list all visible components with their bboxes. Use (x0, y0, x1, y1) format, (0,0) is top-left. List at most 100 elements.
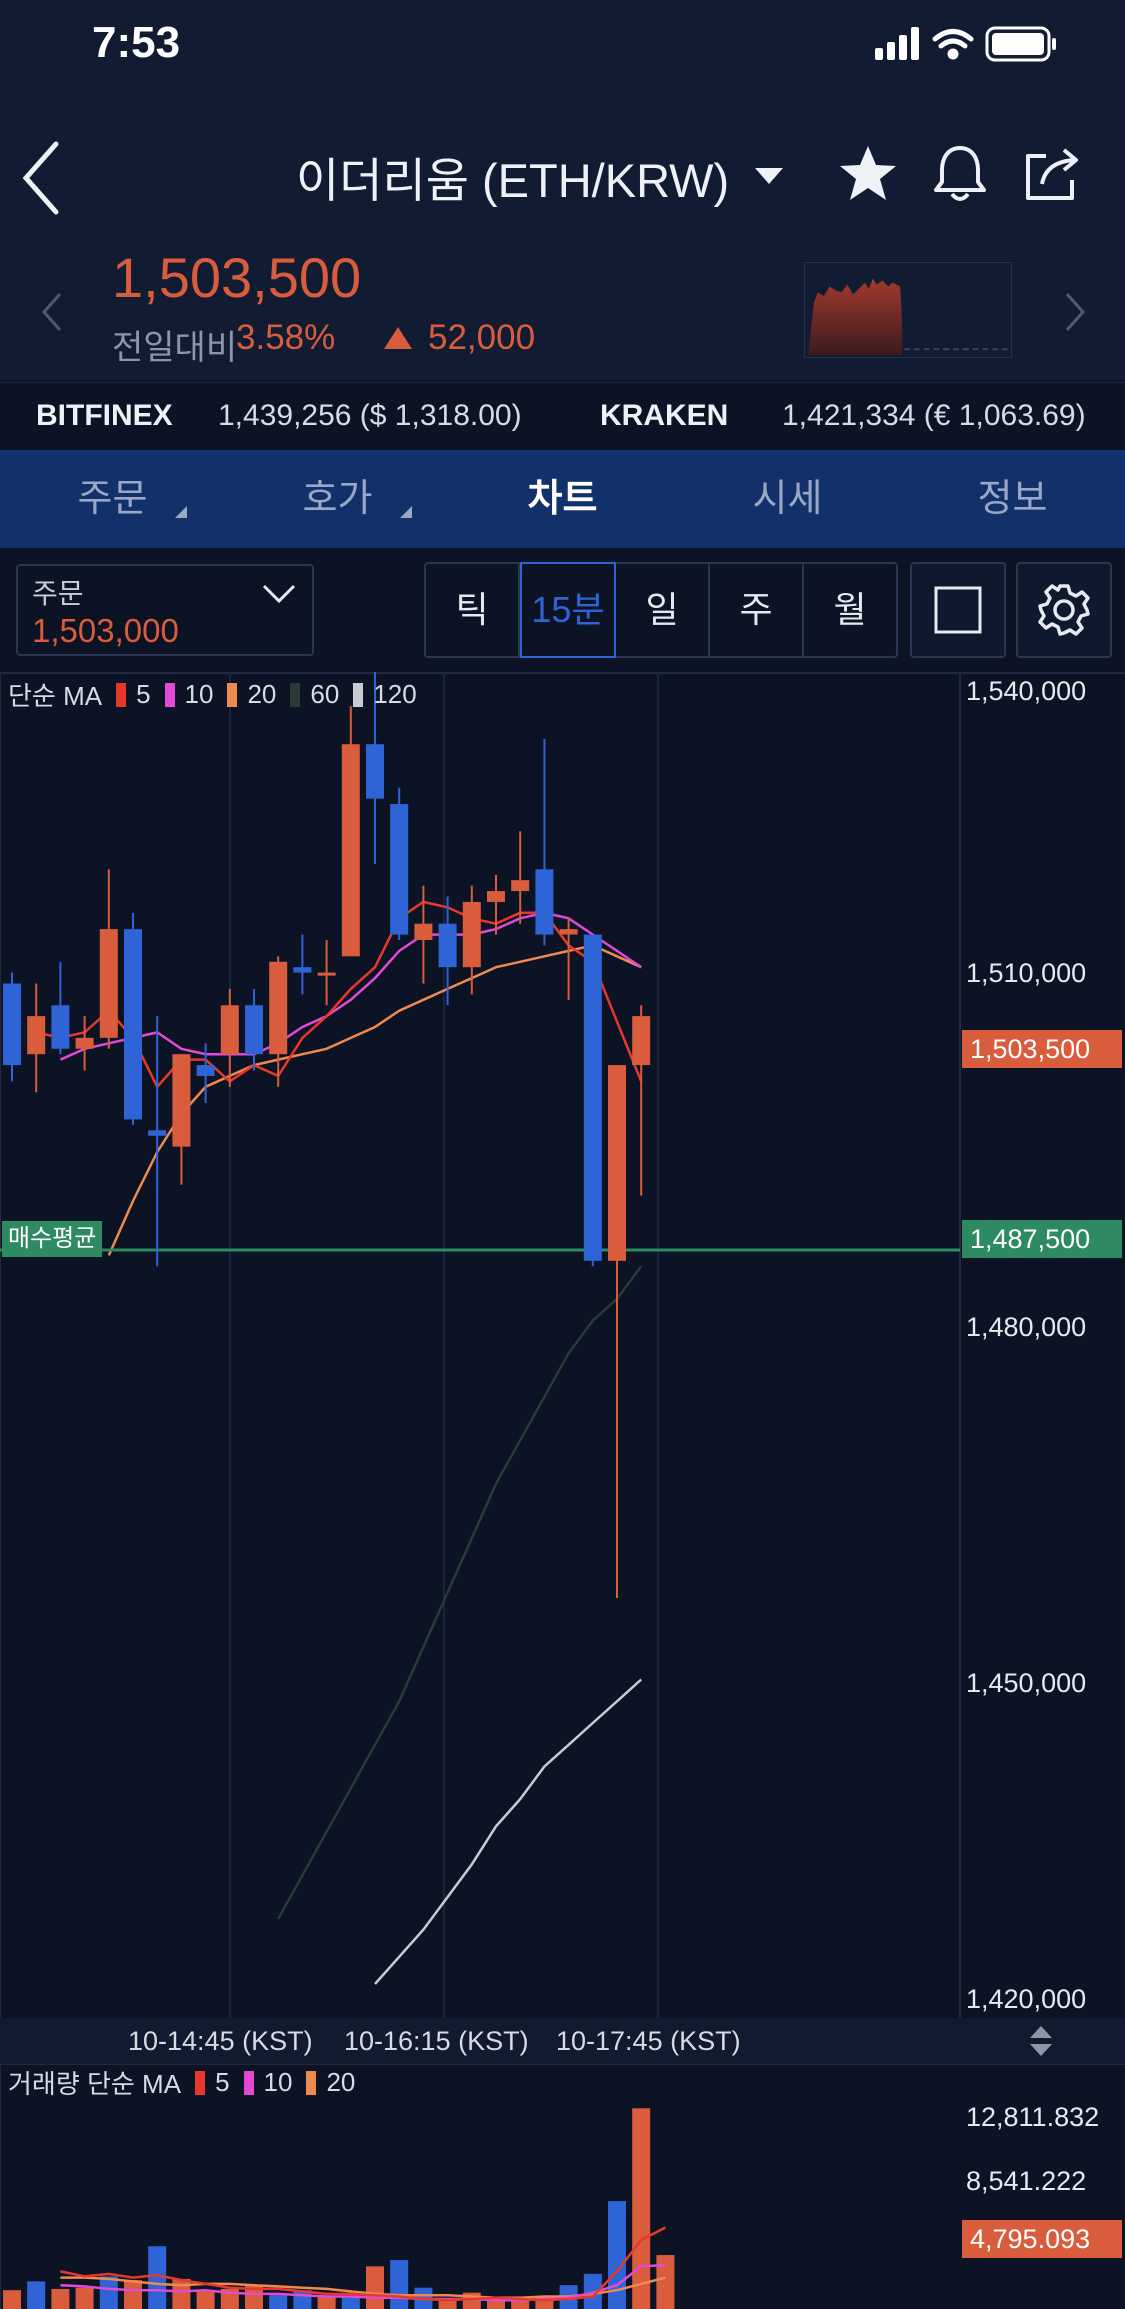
volume-current-tag: 4,795.093 (962, 2220, 1122, 2258)
candle-body (220, 1005, 239, 1055)
volume-bar (3, 2290, 21, 2309)
vol-ma5-label: 5 (215, 2067, 230, 2097)
ma-legend-title: 단순 MA (8, 681, 103, 711)
current-price: 1,503,500 (112, 246, 362, 309)
candle-body (462, 901, 481, 968)
volume-bar (51, 2288, 70, 2309)
volume-bar (172, 2278, 191, 2309)
ma20-label: 20 (247, 679, 277, 709)
volume-bar (269, 2295, 288, 2309)
vol_ma10-line (60, 2263, 666, 2302)
volume-legend: 거래량 단순 MA 5 10 20 (8, 2064, 355, 2101)
corner-indicator-icon (175, 506, 187, 518)
order-price-dropdown[interactable]: 주문 1,503,000 (16, 564, 314, 656)
back-button[interactable] (18, 138, 68, 218)
chart-settings-button[interactable] (1016, 562, 1112, 658)
mini-price-chart[interactable] (804, 262, 1012, 358)
bell-icon[interactable] (928, 142, 992, 206)
ma20-swatch (227, 682, 238, 707)
candle-body (390, 804, 409, 935)
vol-ma20-swatch (306, 2070, 317, 2095)
favorite-star-icon[interactable] (836, 142, 900, 206)
volume-bar (124, 2280, 142, 2309)
interval-selector: 틱 15분 일 주 월 (424, 562, 898, 658)
volume-legend-title: 거래량 단순 MA (8, 2069, 182, 2099)
candle-body (99, 929, 118, 1038)
volume-bar (608, 2201, 626, 2309)
chevron-down-icon (755, 168, 784, 184)
share-icon[interactable] (1020, 142, 1084, 206)
interval-tick[interactable]: 틱 (426, 564, 520, 656)
page-title: 이더리움 (ETH/KRW) (296, 153, 730, 207)
candle-body (438, 923, 457, 968)
candle-body (293, 967, 312, 973)
resize-handle-icon[interactable] (1028, 2024, 1054, 2058)
ma60-label: 60 (310, 679, 340, 709)
tab-market-price-label: 시세 (752, 478, 823, 520)
exchange-name-bitfinex: BITFINEX (36, 399, 173, 432)
current-price-tag: 1,503,500 (962, 1030, 1122, 1068)
chart-area[interactable]: 단순 MA 5 10 20 60 120 1,540,000 1,510,000… (0, 672, 1125, 2309)
volume-bar (656, 2255, 675, 2309)
candle-body (75, 1037, 94, 1049)
chevron-down-icon (262, 584, 296, 604)
time-tick-label: 10-17:45 (KST) (556, 2026, 741, 2056)
price-tick-label: 1,510,000 (966, 958, 1087, 988)
vol-ma20-label: 20 (326, 2067, 356, 2097)
tab-order[interactable]: 주문 (0, 450, 225, 548)
gear-icon (1038, 584, 1090, 636)
interval-day[interactable]: 일 (616, 564, 710, 656)
vol_ma20-line (60, 2276, 666, 2299)
time-tick-label: 10-16:15 (KST) (344, 2026, 529, 2056)
volume-bar (245, 2285, 263, 2309)
volume-bar (75, 2287, 94, 2309)
tab-market-price[interactable]: 시세 (675, 450, 900, 548)
volume-bar (632, 2108, 651, 2309)
exchange-comparison: BITFINEX 1,439,256 ($ 1,318.00) KRAKEN 1… (0, 382, 1125, 450)
avg-buy-label: 매수평균 (2, 1221, 103, 1257)
ma-legend: 단순 MA 5 10 20 60 120 (8, 676, 417, 713)
ma120-swatch (353, 682, 364, 707)
wifi-icon (932, 29, 974, 60)
tab-orderbook[interactable]: 호가 (225, 450, 450, 548)
ma5-swatch (116, 682, 127, 707)
tab-chart[interactable]: 차트 (450, 450, 675, 548)
coin-selector[interactable]: 이더리움 (ETH/KRW) (296, 146, 784, 207)
square-icon (934, 586, 982, 634)
status-icons (875, 22, 1085, 71)
vol-ma10-swatch (243, 2070, 254, 2095)
change-amount-value: 52,000 (428, 318, 536, 357)
candlestick-chart[interactable] (0, 672, 1125, 2309)
vol_ma5-line (60, 2226, 666, 2302)
next-coin-icon[interactable] (1063, 290, 1087, 334)
candle-body (559, 929, 578, 935)
interval-month[interactable]: 월 (833, 589, 867, 630)
fullscreen-button[interactable] (910, 562, 1006, 658)
candle-body (487, 891, 505, 902)
previous-coin-icon[interactable] (40, 290, 64, 334)
candle-body (124, 929, 142, 1120)
ma60-line (277, 1265, 643, 1920)
ma20-line (107, 944, 642, 1256)
volume-bar (317, 2296, 336, 2309)
interval-week[interactable]: 주 (710, 564, 804, 656)
tab-orderbook-label: 호가 (302, 478, 373, 520)
candle-body (269, 961, 288, 1055)
candle-body (148, 1130, 167, 1136)
back-chevron-icon (22, 141, 59, 215)
candle-body (608, 1065, 626, 1261)
volume-bar (341, 2296, 360, 2309)
tab-order-label: 주문 (77, 478, 148, 520)
candle-body (535, 869, 554, 935)
candle-body (27, 1016, 46, 1055)
candle-body (341, 744, 360, 957)
volume-bar (99, 2276, 118, 2309)
main-tabs: 주문 호가 차트 시세 정보 (0, 450, 1125, 548)
interval-15min[interactable]: 15분 (520, 562, 616, 658)
ma120-label: 120 (373, 679, 417, 709)
time-axis: 10-14:45 (KST) 10-16:15 (KST) 10-17:45 (… (0, 2018, 1125, 2064)
tab-info[interactable]: 정보 (900, 450, 1125, 548)
price-tick-label: 1,480,000 (966, 1312, 1087, 1342)
candle-body (583, 934, 602, 1261)
volume-bar (196, 2290, 215, 2309)
